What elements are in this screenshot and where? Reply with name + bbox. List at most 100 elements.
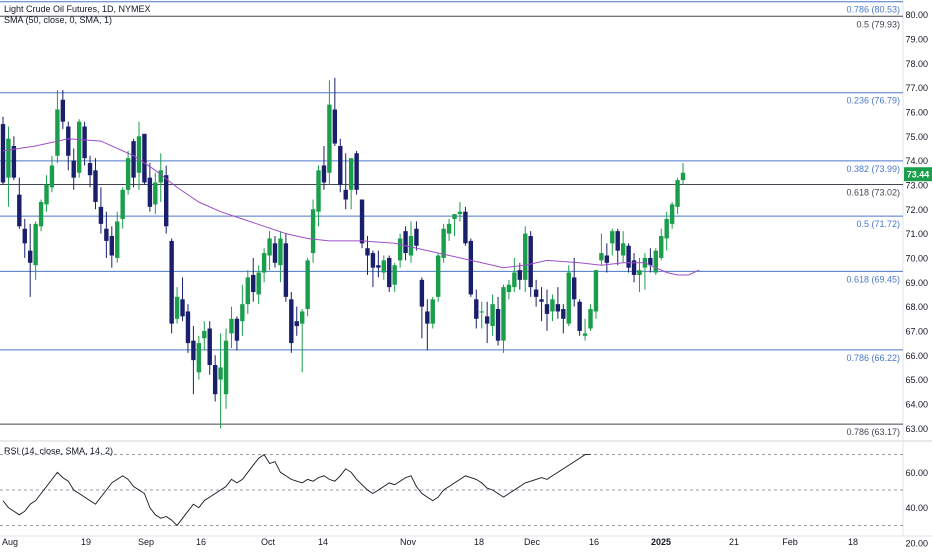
candle-body <box>354 153 359 190</box>
candle-body <box>93 170 98 202</box>
sma-legend: SMA (50, close, 0, SMA, 1) <box>4 15 113 25</box>
candle-body <box>147 177 153 207</box>
candle-body <box>169 240 174 324</box>
candle-body <box>310 209 316 254</box>
candle-body <box>49 165 55 188</box>
candle-body <box>251 274 256 292</box>
candle-body <box>223 340 229 395</box>
candle-body <box>191 340 196 361</box>
time-tick-label: Dec <box>524 537 541 547</box>
candle-body <box>202 330 207 339</box>
candle-body <box>468 240 474 295</box>
fib-level-label: 0.786 (63.17) <box>846 427 900 437</box>
candle-body <box>261 253 267 273</box>
fib-level-label: 0.786 (66.22) <box>846 353 900 363</box>
candle-body <box>283 243 289 297</box>
candle-body <box>153 182 158 205</box>
candle-body <box>599 253 604 261</box>
candle-body <box>436 255 441 297</box>
candle-body <box>104 228 109 241</box>
candle-body <box>207 328 212 365</box>
candle-body <box>180 299 185 317</box>
candle-body <box>631 260 637 275</box>
candle-body <box>267 238 272 256</box>
candle-body <box>305 260 310 310</box>
price-tick-label: 71.00 <box>905 229 928 239</box>
last-price-badge <box>904 167 932 182</box>
time-tick-label: 16 <box>589 537 599 547</box>
candle-body <box>60 99 66 122</box>
time-tick-label: Nov <box>400 537 417 547</box>
candle-body <box>164 175 169 227</box>
candle-body <box>675 180 680 207</box>
candle-body <box>392 265 397 285</box>
price-tick-label: 67.00 <box>905 326 928 336</box>
fib-level-label: 0.5 (79.93) <box>856 19 900 29</box>
candle-body <box>550 299 555 312</box>
candle-body <box>593 270 599 312</box>
candle-body <box>544 304 550 314</box>
candle-body <box>604 255 610 263</box>
rsi-tick-label: 20.00 <box>905 539 928 549</box>
candle-body <box>316 170 321 212</box>
price-tick-label: 78.00 <box>905 59 928 69</box>
candle-body <box>403 231 408 254</box>
price-tick-label: 65.00 <box>905 375 928 385</box>
candle-body <box>517 270 522 280</box>
candle-body <box>484 316 490 324</box>
candle-body <box>376 265 381 268</box>
candle-body <box>278 238 283 266</box>
candle-body <box>196 343 202 373</box>
candle-body <box>71 160 76 178</box>
fib-level-label: 0.618 (73.02) <box>846 187 900 197</box>
candle-body <box>615 231 620 251</box>
candle-body <box>212 365 218 395</box>
candle-body <box>452 214 457 219</box>
candle-body <box>11 146 17 178</box>
price-tick-label: 75.00 <box>905 132 928 142</box>
candle-body <box>76 121 82 173</box>
price-tick-label: 80.00 <box>905 10 928 20</box>
candle-body <box>430 299 435 324</box>
candle-body <box>626 245 631 268</box>
candle-body <box>359 199 365 244</box>
fib-level-label: 0.618 (69.45) <box>846 274 900 284</box>
fib-level-label: 0.382 (73.99) <box>846 164 900 174</box>
candle-body <box>370 253 376 268</box>
candle-body <box>582 333 588 336</box>
candle-body <box>479 311 484 313</box>
candle-body <box>125 158 131 190</box>
time-tick-label: 16 <box>196 537 206 547</box>
symbol-legend: Light Crude Oil Futures, 1D, NYMEX <box>4 4 151 14</box>
price-tick-label: 77.00 <box>905 83 928 93</box>
candle-body <box>38 201 44 227</box>
candle-body <box>136 136 142 173</box>
time-tick-label: 18 <box>474 537 484 547</box>
candle-body <box>463 211 468 244</box>
price-tick-label: 69.00 <box>905 278 928 288</box>
candle-body <box>446 223 452 234</box>
candle-body <box>561 309 566 319</box>
candle-body <box>245 277 250 305</box>
candle-body <box>240 304 245 322</box>
candle-body <box>457 211 463 215</box>
candle-body <box>55 109 60 156</box>
time-tick-label: Aug <box>2 537 18 547</box>
time-tick-label: Oct <box>261 537 276 547</box>
candle-body <box>66 126 71 156</box>
candle-body <box>572 277 577 300</box>
candle-body <box>495 309 501 341</box>
candle-body <box>680 172 686 181</box>
time-tick-label: 18 <box>848 537 858 547</box>
candle-body <box>22 228 27 244</box>
time-tick-label: 21 <box>729 537 739 547</box>
candle-body <box>87 163 93 176</box>
candle-body <box>131 141 136 178</box>
candle-body <box>648 257 653 266</box>
candle-body <box>653 250 658 273</box>
candle-body <box>387 257 392 288</box>
time-tick-label: Feb <box>782 537 798 547</box>
candle-body <box>620 243 626 256</box>
